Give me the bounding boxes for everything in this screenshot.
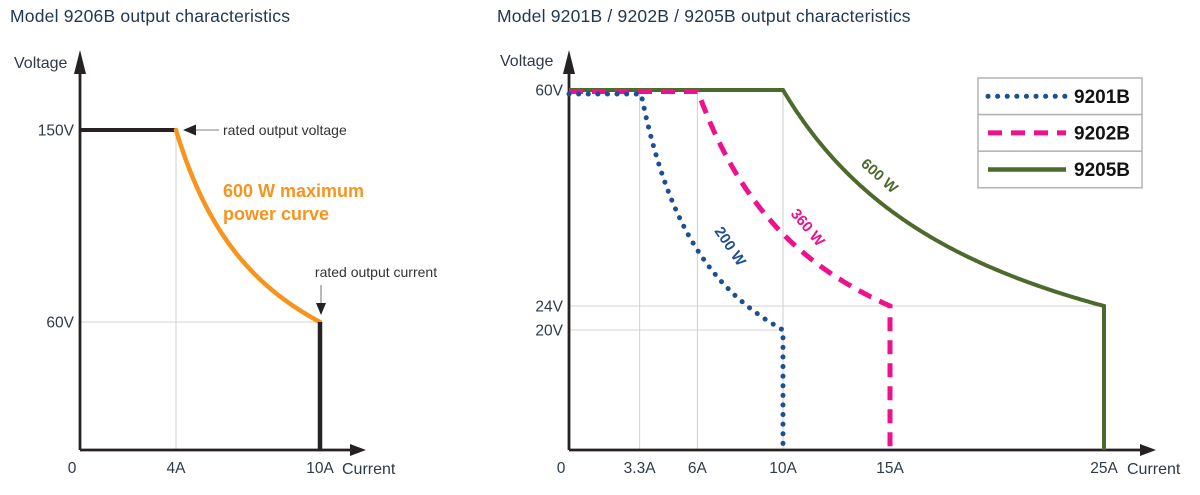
rated-current-arrow-icon bbox=[316, 303, 326, 315]
x-tick-label: 10A bbox=[306, 460, 334, 477]
series-curve-9202b bbox=[569, 89, 893, 450]
y-axis-arrow-icon bbox=[74, 50, 86, 74]
series-9206b-power-curve bbox=[173, 127, 323, 325]
y-tick-label: 150V bbox=[38, 123, 75, 140]
rated-current-annotation: rated output current bbox=[315, 264, 437, 280]
x-axis-arrow-icon bbox=[1140, 444, 1156, 456]
x-tick-label: 25A bbox=[1090, 460, 1118, 477]
legend-row bbox=[977, 113, 1143, 152]
x-tick-label: 3.3A bbox=[624, 460, 657, 477]
curve-label-9201b: 200 W bbox=[711, 224, 750, 270]
x-axis-arrow-icon bbox=[350, 444, 366, 456]
y-tick-label: 24V bbox=[535, 299, 563, 316]
power-curve-label-line1: 600 W maximum bbox=[223, 181, 364, 201]
power-curve-label-line2: power curve bbox=[223, 204, 329, 224]
rated-voltage-arrow-icon bbox=[183, 124, 196, 136]
x-axis-label: Current bbox=[342, 461, 396, 478]
x-tick-label: 15A bbox=[876, 460, 904, 477]
y-axis-label: Voltage bbox=[14, 55, 67, 72]
y-tick-label: 20V bbox=[535, 323, 563, 340]
rated-voltage-annotation: rated output voltage bbox=[223, 122, 347, 138]
x-tick-label: 0 bbox=[68, 460, 77, 477]
x-axis-label: Current bbox=[1127, 461, 1181, 478]
legend-label-9202b: 9202B bbox=[1074, 123, 1130, 144]
x-tick-label: 6A bbox=[688, 460, 708, 477]
legend-label-9201b: 9201B bbox=[1074, 87, 1130, 108]
chart-title-9206b: Model 9206B output characteristics bbox=[10, 6, 291, 26]
plot-9201b-9202b-9205b: Voltage Current 0 3.3A 6A 10A 15A 25A 20V 24V 60V 2… bbox=[500, 50, 1181, 478]
y-tick-label: 60V bbox=[46, 315, 74, 332]
chart-9206b: Model 9206B output characteristics Volta… bbox=[0, 0, 470, 495]
series-curve-9201b bbox=[566, 91, 786, 453]
y-tick-label: 60V bbox=[535, 83, 563, 100]
legend-label-9205b: 9205B bbox=[1074, 160, 1130, 181]
chart-9201b-9202b-9205b: Model 9201B / 9202B / 9205B output chara… bbox=[490, 0, 1200, 495]
x-tick-label: 10A bbox=[769, 460, 797, 477]
x-tick-label: 0 bbox=[557, 460, 566, 477]
x-tick-label: 4A bbox=[167, 460, 187, 477]
y-axis-label: Voltage bbox=[500, 53, 553, 70]
plot-9206b: Voltage Current 0 4A 10A 60V 150V rated output … bbox=[14, 50, 437, 478]
series-curve-9205b bbox=[569, 88, 1106, 450]
chart-title-9201b-9202b-9205b: Model 9201B / 9202B / 9205B output chara… bbox=[497, 6, 911, 26]
y-axis-arrow-icon bbox=[563, 50, 575, 74]
